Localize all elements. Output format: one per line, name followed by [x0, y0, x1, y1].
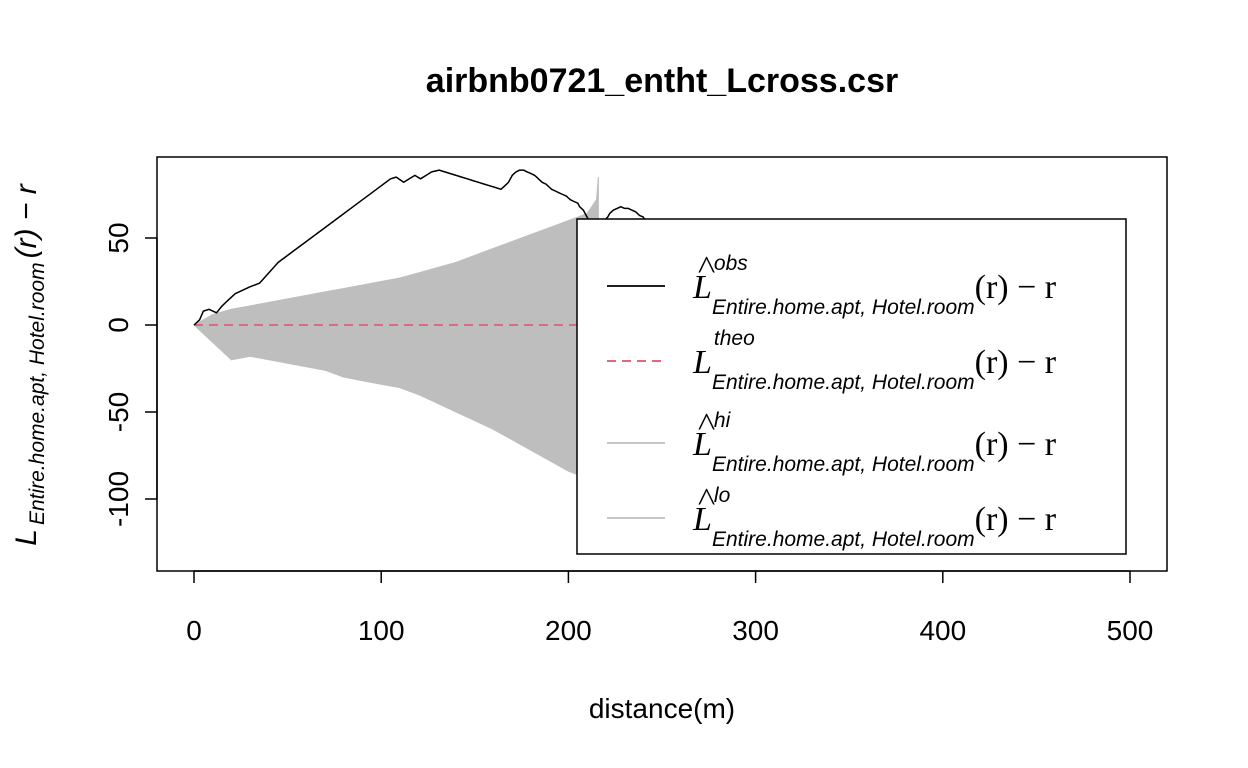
y-axis-label-subscript: Entire.home.apt, Hotel.room: [26, 262, 49, 525]
x-tick-label: 500: [1107, 615, 1154, 646]
legend-theo-superscript: theo: [714, 327, 755, 350]
legend-lo-subscript: Entire.home.apt, Hotel.room: [712, 528, 975, 551]
y-axis-label: L Entire.home.apt, Hotel.room (r) − r: [10, 183, 49, 545]
y-axis: -100 -50 0 50: [103, 222, 158, 527]
x-tick-label: 200: [545, 615, 592, 646]
legend-obs-subscript: Entire.home.apt, Hotel.room: [712, 296, 975, 319]
legend-hi-main: L: [692, 426, 712, 463]
legend-obs-superscript: obs: [714, 252, 748, 275]
legend-label-lo: Llo Entire.home.apt, Hotel.room(r) − r: [692, 484, 1057, 551]
legend-lo-suffix: (r) − r: [975, 501, 1057, 538]
legend-lo-main: L: [692, 501, 712, 538]
x-tick-label: 0: [186, 615, 202, 646]
legend-theo-subscript: Entire.home.apt, Hotel.room: [712, 371, 975, 394]
legend-theo-suffix: (r) − r: [975, 344, 1057, 381]
svg-text:L Entire.home.apt, Hotel: L Entire.home.apt, Hotel.room (r) − r: [10, 183, 49, 545]
x-axis: 0 100 200 300 400 500: [186, 570, 1154, 646]
series-envelope-hi-lo: [193, 177, 599, 491]
legend-hi-superscript: hi: [714, 409, 732, 432]
legend-theo-main: L: [692, 344, 712, 381]
legend-obs-suffix: (r) − r: [975, 269, 1057, 306]
y-tick-label: -100: [103, 471, 134, 527]
x-tick-label: 100: [358, 615, 405, 646]
legend-lo-superscript: lo: [714, 484, 731, 507]
legend: ˄Lobs Entire.home.apt, Hotel.room(r) − rL…: [607, 247, 1057, 551]
y-tick-label: 0: [103, 317, 134, 333]
x-axis-label: distance(m): [589, 693, 735, 724]
x-tick-label: 400: [919, 615, 966, 646]
y-tick-label: -50: [103, 392, 134, 432]
y-axis-label-main: L: [10, 529, 43, 546]
legend-obs-main: L: [692, 269, 712, 306]
legend-label-hi: Lhi Entire.home.apt, Hotel.room(r) − r: [692, 409, 1057, 476]
legend-label-obs: Lobs Entire.home.apt, Hotel.room(r) − r: [692, 252, 1057, 319]
y-tick-label: 50: [103, 222, 134, 253]
legend-box: [576, 218, 1127, 555]
legend-label-theo: Ltheo Entire.home.apt, Hotel.room(r) − r: [692, 327, 1057, 394]
legend-hi-suffix: (r) − r: [975, 426, 1057, 463]
legend-hat-obs: ˄: [697, 247, 716, 284]
x-tick-label: 300: [732, 615, 779, 646]
legend-hi-subscript: Entire.home.apt, Hotel.room: [712, 453, 975, 476]
y-axis-label-suffix: (r) − r: [10, 183, 43, 258]
legend-hat-lo: ˄: [697, 479, 716, 516]
chart-title: airbnb0721_entht_Lcross.csr: [426, 62, 898, 100]
legend-hat-hi: ˄: [697, 404, 716, 441]
